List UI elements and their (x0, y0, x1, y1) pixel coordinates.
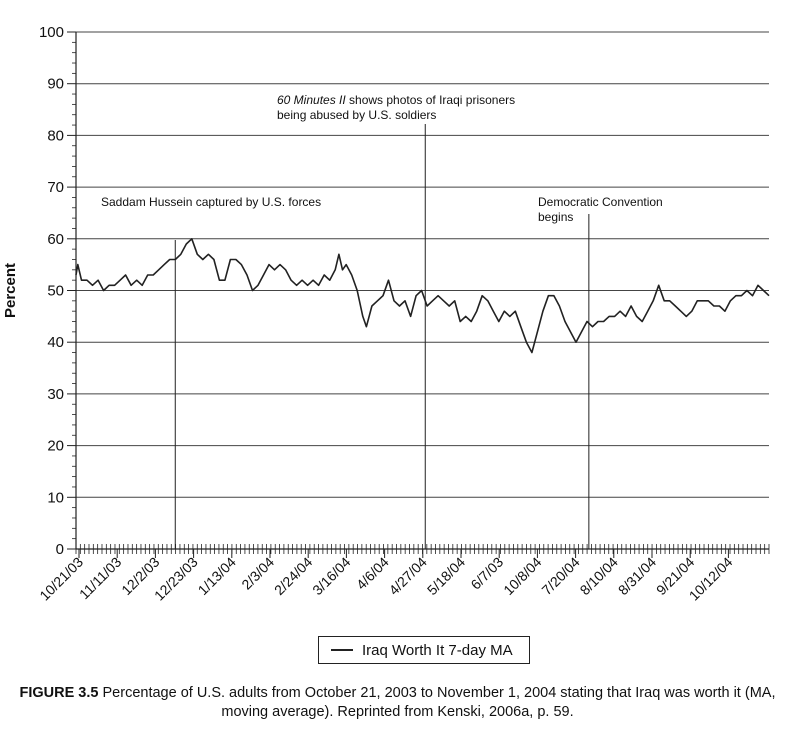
legend-swatch (331, 649, 353, 651)
x-tick-label: 4/27/04 (386, 554, 430, 598)
caption-text: Percentage of U.S. adults from October 2… (102, 685, 776, 720)
x-tick-label: 5/18/04 (424, 554, 468, 598)
annotation-text-convention: begins (538, 210, 573, 224)
x-tick-label: 10/8/04 (500, 554, 544, 598)
y-tick-label: 0 (56, 541, 64, 558)
annotation-text-convention: Democratic Convention (538, 195, 663, 209)
legend: Iraq Worth It 7-day MA (318, 636, 530, 664)
y-tick-label: 60 (47, 231, 64, 248)
y-tick-label: 10 (47, 489, 64, 506)
y-tick-label: 80 (47, 127, 64, 144)
y-axis-label: Percent (2, 263, 19, 318)
figure-caption: FIGURE 3.5 Percentage of U.S. adults fro… (10, 684, 785, 722)
annotations: Saddam Hussein captured by U.S. forces 60… (101, 93, 663, 549)
y-tick-label: 50 (47, 283, 64, 300)
x-tick-label: 7/20/04 (538, 554, 582, 598)
y-tick-label: 100 (39, 24, 64, 41)
figure-label: FIGURE 3.5 (19, 685, 99, 701)
annotation-text-saddam: Saddam Hussein captured by U.S. forces (101, 195, 321, 209)
y-tick-label: 70 (47, 179, 64, 196)
series-layer (75, 238, 770, 354)
x-tick-label: 3/16/04 (309, 554, 353, 598)
x-tick-label: 8/10/04 (577, 554, 621, 598)
x-tick-label: 1/13/04 (195, 554, 239, 598)
x-tick-label: 8/31/04 (615, 554, 659, 598)
y-tick-label: 40 (47, 334, 64, 351)
annotation-text-sixty-minutes: 60 Minutes II shows photos of Iraqi pris… (277, 93, 515, 107)
annotation-text-sixty-minutes: being abused by U.S. soldiers (277, 108, 436, 122)
y-tick-label: 20 (47, 438, 64, 455)
legend-label: Iraq Worth It 7-day MA (362, 641, 513, 659)
y-tick-label: 90 (47, 76, 64, 93)
x-tick-label: 11/11/03 (76, 554, 125, 603)
x-tick-label: 2/24/04 (271, 554, 315, 598)
series-line-0 (75, 238, 770, 354)
x-tick-label: 10/21/03 (36, 554, 86, 604)
y-tick-label: 30 (47, 386, 64, 403)
line-chart: 0 10 20 30 40 50 60 70 80 90 100 Percent 10/21/0311/… (2, 24, 770, 604)
